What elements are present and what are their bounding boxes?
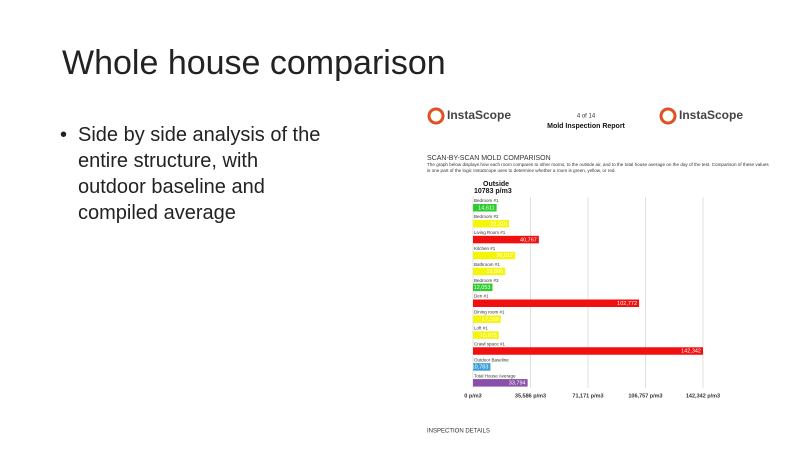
section-title: SCAN-BY-SCAN MOLD COMPARISON <box>427 155 551 162</box>
x-tick-label: 142,342 p/m3 <box>686 393 720 399</box>
bar <box>473 235 539 244</box>
bullet: Side by side analysis of the entire stru… <box>60 122 328 226</box>
footer: INSPECTION DETAILS <box>427 429 490 435</box>
bar <box>473 379 528 387</box>
x-tick-label: 106,757 p/m3 <box>628 393 662 399</box>
value-label: 15,975 <box>480 333 497 339</box>
bar <box>473 363 491 371</box>
value-label: 26,017 <box>496 253 513 259</box>
bar <box>473 347 703 355</box>
category-label: Bedroom #3 <box>474 278 499 283</box>
slide-title: Whole house comparison <box>62 44 446 82</box>
bar <box>473 331 499 339</box>
description-box: The graph below displays how each room c… <box>427 162 769 173</box>
outside-label: Outside <box>483 181 509 188</box>
category-label: Bathroom #1 <box>474 262 500 267</box>
category-label: Bedroom #1 <box>474 198 499 203</box>
value-label: 17,159 <box>482 317 499 323</box>
category-label: Kitchen #1 <box>474 246 496 251</box>
category-label: Loft #1 <box>474 326 488 331</box>
category-label: Outdoor Baseline <box>474 357 509 362</box>
bar <box>473 283 493 292</box>
bar <box>473 219 510 228</box>
logo-icon <box>659 107 677 125</box>
value-label: 10,783 <box>472 365 489 371</box>
category-label: Dining room #1 <box>474 310 505 315</box>
x-tick-label: 35,586 p/m3 <box>515 393 546 399</box>
x-tick-label: 71,171 p/m3 <box>572 393 603 399</box>
value-label: 19,895 <box>486 269 503 275</box>
value-label: 33,794 <box>509 381 526 387</box>
bar <box>473 315 501 323</box>
value-label: 142,342 <box>681 349 701 355</box>
page-number: 4 of 14 <box>577 114 596 120</box>
x-tick-label: 0 p/m3 <box>464 393 481 399</box>
category-label: Crawl space #1 <box>474 341 506 346</box>
report-heading: Mold Inspection Report <box>547 123 625 130</box>
logo-icon <box>427 107 445 125</box>
bar <box>473 204 497 212</box>
value-label: 40,767 <box>520 237 537 243</box>
brand: InstaScope <box>447 108 511 122</box>
category-label: Living Room #1 <box>474 230 506 235</box>
brand: InstaScope <box>679 108 743 122</box>
bar <box>473 251 516 260</box>
category-label: Den #1 <box>474 294 489 299</box>
value-label: 102,772 <box>617 301 637 307</box>
value-label: 22,310 <box>490 221 507 227</box>
bar <box>473 267 506 276</box>
value-label: 12,053 <box>474 285 491 291</box>
value-label: 14,611 <box>478 205 494 211</box>
outside-value: 10783 p/m3 <box>474 188 512 195</box>
description: The graph below displays how each room c… <box>427 162 769 173</box>
category-label: Bedroom #2 <box>474 214 499 219</box>
bar <box>473 299 640 307</box>
category-label: Total House Average <box>474 373 516 378</box>
